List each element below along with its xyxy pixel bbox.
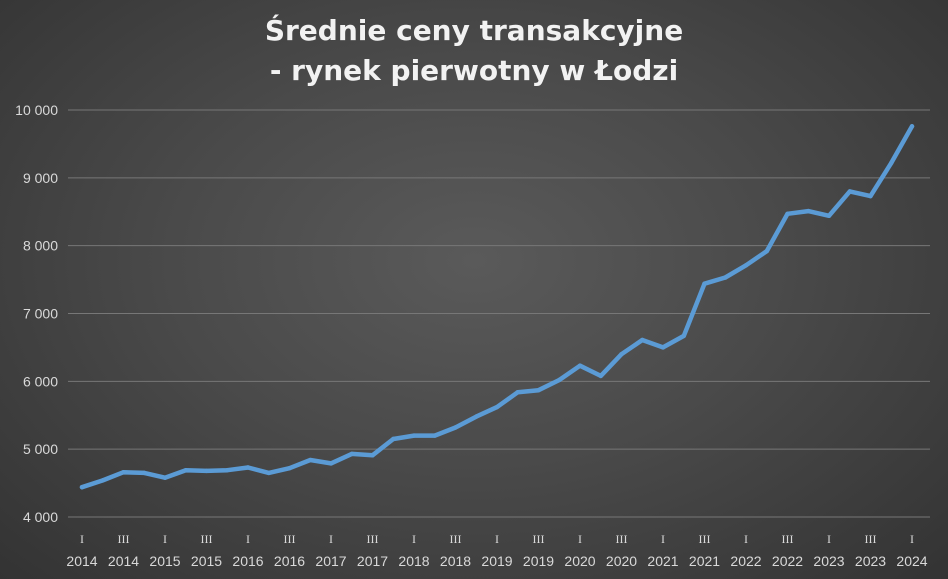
x-tick-year-label: 2022 [730, 553, 761, 569]
data-point [349, 451, 354, 457]
y-tick-label: 7 000 [23, 306, 58, 322]
data-point [494, 404, 500, 410]
x-tick-year-label: 2019 [523, 553, 554, 569]
data-point [245, 465, 251, 470]
data-point [536, 387, 541, 393]
data-point [432, 433, 437, 438]
x-tick-quarter-label: III [533, 532, 545, 546]
data-point [640, 337, 645, 343]
x-tick-year-label: 2017 [315, 553, 346, 569]
data-point [453, 425, 458, 430]
data-point [162, 475, 168, 480]
x-tick-year-label: 2020 [606, 553, 637, 569]
data-point [702, 281, 707, 286]
data-point [723, 275, 728, 280]
data-point [391, 436, 396, 442]
x-tick-year-label: 2018 [398, 553, 429, 569]
data-point [619, 352, 624, 357]
x-tick-year-label: 2021 [647, 553, 678, 569]
series-layer [79, 124, 915, 490]
data-point [785, 211, 790, 216]
chart-title-line-1: Średnie ceny transakcyjne [265, 13, 683, 47]
x-tick-quarter-label: I [329, 532, 333, 546]
x-tick-year-label: 2014 [66, 553, 97, 569]
data-point [577, 363, 583, 368]
gridlines [68, 109, 930, 518]
x-tick-quarter-label: III [118, 532, 130, 546]
x-tick-quarter-label: I [661, 532, 665, 546]
data-point [743, 263, 749, 268]
data-point [806, 208, 811, 214]
x-tick-year-label: 2014 [108, 553, 139, 569]
data-point [79, 484, 85, 490]
x-tick-year-label: 2023 [855, 553, 886, 569]
y-tick-label: 5 000 [23, 441, 58, 457]
data-point [121, 470, 126, 475]
y-tick-label: 8 000 [23, 238, 58, 254]
x-tick-year-label: 2017 [357, 553, 388, 569]
data-point [204, 468, 209, 474]
data-point [328, 461, 334, 466]
data-point [660, 345, 666, 350]
x-tick-quarter-label: I [910, 532, 914, 546]
data-point [826, 213, 832, 219]
x-tick-year-label: 2016 [232, 553, 263, 569]
x-tick-quarter-label: III [284, 532, 296, 546]
data-point [868, 193, 873, 199]
x-tick-year-label: 2024 [896, 553, 927, 569]
data-point [411, 433, 417, 438]
x-tick-quarter-label: I [80, 532, 84, 546]
x-tick-quarter-label: III [450, 532, 462, 546]
data-point [557, 377, 562, 383]
y-axis-tick-labels: 4 000 5 000 6 000 7 000 8 000 9 000 10 000 [15, 102, 58, 525]
x-tick-quarter-label: I [495, 532, 499, 546]
x-tick-year-label: 2020 [564, 553, 595, 569]
x-tick-quarter-label: III [201, 532, 213, 546]
x-tick-quarter-label: III [616, 532, 628, 546]
x-tick-year-label: 2015 [149, 553, 180, 569]
data-point [598, 373, 603, 379]
x-tick-quarter-label: I [412, 532, 416, 546]
y-tick-label: 6 000 [23, 373, 58, 389]
x-tick-quarter-label: I [744, 532, 748, 546]
data-point [142, 470, 147, 476]
data-point [847, 189, 852, 194]
data-point [474, 414, 479, 419]
data-point [225, 467, 230, 473]
x-tick-year-label: 2019 [481, 553, 512, 569]
x-tick-year-label: 2018 [440, 553, 471, 569]
data-point [266, 470, 271, 476]
x-tick-quarter-label: I [578, 532, 582, 546]
data-point [183, 467, 188, 473]
x-tick-quarter-label: III [782, 532, 794, 546]
data-point [764, 248, 769, 254]
chart-title-line-2: - rynek pierwotny w Łodzi [270, 54, 678, 87]
x-tick-quarter-label: III [367, 532, 379, 546]
x-tick-quarter-label: I [163, 532, 167, 546]
series-line [79, 124, 915, 490]
x-tick-quarter-label: III [865, 532, 877, 546]
data-point [100, 478, 105, 483]
data-point [370, 453, 375, 458]
x-tick-year-label: 2015 [191, 553, 222, 569]
data-point [308, 457, 313, 463]
data-point [889, 160, 894, 166]
x-axis-tick-labels: I2014III2014I2015III2015I2016III2016I201… [66, 532, 927, 569]
x-tick-quarter-label: I [827, 532, 831, 546]
x-tick-quarter-label: I [246, 532, 250, 546]
x-tick-year-label: 2023 [813, 553, 844, 569]
x-tick-year-label: 2016 [274, 553, 305, 569]
x-tick-quarter-label: III [699, 532, 711, 546]
data-point [681, 333, 686, 339]
y-tick-label: 10 000 [15, 102, 58, 118]
y-tick-label: 4 000 [23, 509, 58, 525]
x-tick-year-label: 2021 [689, 553, 720, 569]
data-point [909, 124, 915, 129]
data-point [287, 465, 292, 471]
data-point [515, 389, 520, 395]
y-tick-label: 9 000 [23, 170, 58, 186]
x-tick-year-label: 2022 [772, 553, 803, 569]
